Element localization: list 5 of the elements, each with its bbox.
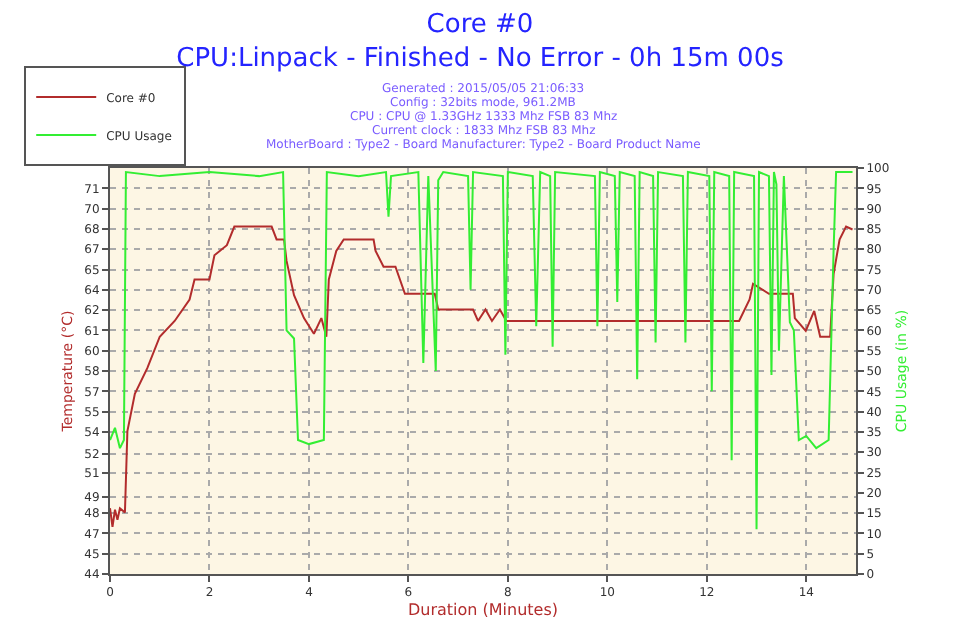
chart-title: Core #0 [426,10,534,40]
line-series [110,171,854,531]
x-axis-title: Duration (Minutes) [407,600,559,619]
line-series [110,225,854,528]
chart-subtitle: CPU:Linpack - Finished - No Error - 0h 15m 00s [176,43,785,74]
